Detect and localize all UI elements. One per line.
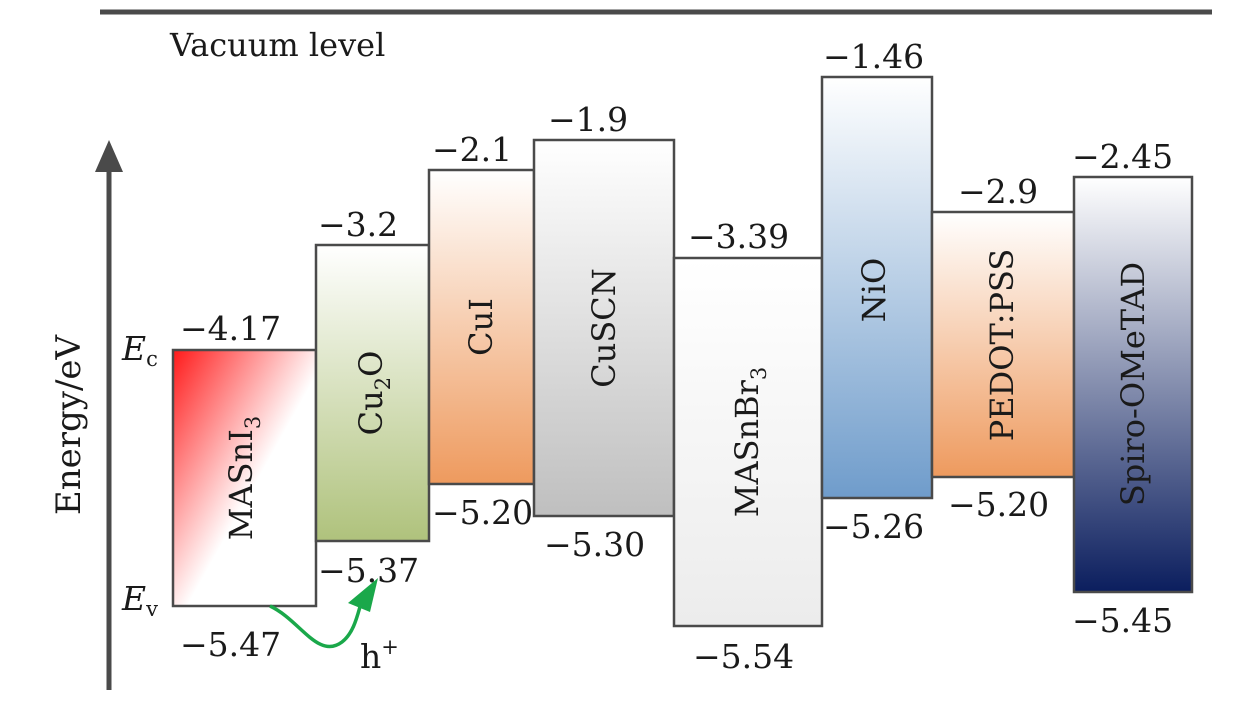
vb-value-masni3: −5.47 <box>180 625 281 664</box>
material-name-spiro-ometad: Spiro-OMeTAD <box>1114 262 1152 506</box>
material-masnbr3: MASnBr3 −3.39 −5.54 <box>672 217 824 676</box>
cb-value-masnbr3: −3.39 <box>688 217 789 256</box>
vacuum-level-label: Vacuum level <box>169 26 385 64</box>
material-name-masni3: MASnI3 <box>222 416 265 540</box>
band-box-spiro-ometad <box>1072 175 1194 594</box>
vb-value-nio: −5.26 <box>823 507 924 546</box>
material-cui: CuI −2.1 −5.20 <box>427 130 536 532</box>
material-cu2o: Cu2O −3.2 −5.37 <box>314 205 431 590</box>
cb-value-cuscn: −1.9 <box>548 100 628 139</box>
band-box-nio <box>820 75 934 500</box>
hole-transfer-arrow <box>269 599 364 649</box>
ev-label: Ev <box>121 579 158 621</box>
band-box-cui <box>427 168 536 486</box>
material-pedot-pss: PEDOT:PSS −2.9 −5.20 <box>930 172 1076 524</box>
band-box-cu2o <box>314 243 431 543</box>
cb-value-nio: −1.46 <box>823 37 924 76</box>
vb-value-cuscn: −5.30 <box>544 525 645 564</box>
cb-value-cui: −2.1 <box>432 130 512 169</box>
band-box-pedot-pss <box>930 210 1076 479</box>
material-spiro-ometad: Spiro-OMeTAD −2.45 −5.45 <box>1072 137 1194 640</box>
material-name-pedot-pss: PEDOT:PSS <box>983 249 1021 442</box>
cb-value-pedot-pss: −2.9 <box>958 172 1038 211</box>
vb-value-cu2o: −5.37 <box>318 551 419 590</box>
ec-label: Ec <box>121 329 158 371</box>
vb-value-spiro-ometad: −5.45 <box>1072 601 1173 640</box>
material-name-cu2o: Cu2O <box>352 351 395 436</box>
vb-value-cui: −5.20 <box>432 493 533 532</box>
hole-label: h+ <box>360 635 399 676</box>
band-box-cuscn <box>532 138 676 518</box>
material-name-masnbr3: MASnBr3 <box>728 367 771 518</box>
cb-value-cu2o: −3.2 <box>318 205 398 244</box>
material-cuscn: CuSCN −1.9 −5.30 <box>532 100 676 564</box>
material-masni3: MASnI3 −4.17 −5.47 <box>171 309 318 664</box>
hole-transfer-arrowhead <box>348 578 378 612</box>
cb-value-spiro-ometad: −2.45 <box>1072 137 1173 176</box>
cb-value-masni3: −4.17 <box>180 309 281 348</box>
vb-value-pedot-pss: −5.20 <box>948 485 1049 524</box>
material-name-cuscn: CuSCN <box>585 268 623 388</box>
material-nio: NiO −1.46 −5.26 <box>820 37 934 546</box>
vb-value-masnbr3: −5.54 <box>693 637 794 676</box>
material-name-cui: CuI <box>462 298 500 356</box>
energy-axis-arrowhead <box>95 140 123 172</box>
material-name-nio: NiO <box>855 258 893 322</box>
energy-axis-label: Energy/eV <box>49 333 89 515</box>
band-box-masni3 <box>171 348 318 608</box>
